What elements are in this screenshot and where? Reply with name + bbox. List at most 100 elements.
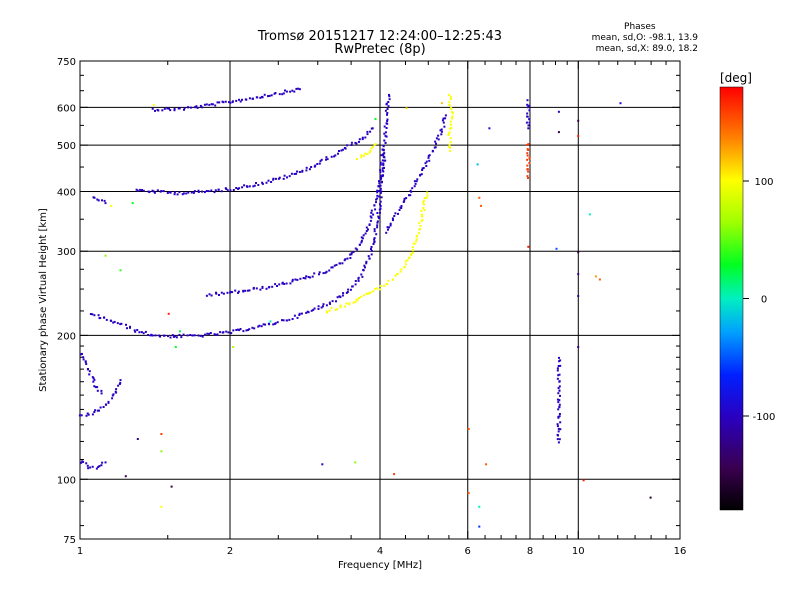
echo-point [331, 266, 334, 269]
echo-point [419, 173, 422, 176]
echo-point [215, 291, 217, 294]
echo-point [199, 334, 202, 337]
echo-point [526, 106, 529, 109]
echo-point [360, 241, 363, 244]
echo-point [449, 149, 452, 152]
echo-point [349, 288, 352, 291]
echo-point [248, 289, 251, 292]
echo-point [426, 194, 429, 197]
echo-point [257, 184, 260, 186]
echo-point [304, 277, 307, 280]
echo-point [93, 196, 96, 199]
echo-point [111, 394, 114, 397]
echo-point [183, 108, 185, 111]
echo-point [201, 106, 204, 109]
echo-point [386, 226, 389, 229]
echo-point [370, 209, 373, 212]
echo-point [373, 204, 376, 207]
echo-point [371, 146, 374, 149]
echo-point [369, 219, 372, 222]
echo-point [285, 319, 288, 322]
echo-point [285, 282, 288, 285]
echo-point [428, 159, 431, 162]
echo-point [363, 264, 366, 267]
echo-point [423, 209, 426, 212]
echo-point [197, 334, 200, 337]
echo-point [325, 270, 328, 273]
echo-point [150, 333, 153, 336]
echo-point [431, 150, 434, 153]
echo-point [379, 187, 382, 190]
echo-point [330, 266, 333, 269]
echo-point [557, 427, 560, 430]
echo-point [211, 103, 214, 106]
echo-point [526, 99, 529, 102]
echo-point [96, 409, 99, 412]
echo-point [372, 290, 375, 293]
echo-point [278, 93, 281, 96]
echo-point [526, 164, 529, 167]
echo-point [527, 124, 530, 127]
echo-point [173, 193, 176, 196]
echo-point [381, 148, 384, 151]
echo-point [558, 403, 561, 406]
echo-point [410, 254, 413, 257]
echo-point [386, 120, 389, 122]
echo-point [379, 171, 382, 174]
echo-point [364, 266, 366, 269]
echo-point [372, 213, 375, 216]
echo-point [170, 485, 173, 488]
echo-point [288, 175, 291, 178]
echo-point [151, 334, 154, 337]
echo-point [282, 177, 285, 180]
echo-point [558, 413, 561, 415]
echo-point [342, 292, 345, 295]
echo-point [403, 197, 406, 200]
echo-point [325, 304, 328, 307]
echo-point [102, 406, 105, 408]
echo-point [197, 191, 200, 193]
echo-point [379, 288, 381, 291]
echo-point [277, 177, 280, 180]
echo-point [558, 380, 561, 383]
echo-point [421, 215, 424, 218]
echo-point [376, 189, 379, 192]
echo-point [442, 117, 445, 120]
echo-point [384, 131, 387, 134]
echo-point [96, 386, 99, 389]
echo-point [205, 294, 208, 297]
echo-point [262, 323, 265, 326]
echo-point [398, 209, 401, 211]
echo-point [526, 144, 529, 146]
echo-point [151, 107, 154, 110]
echo-point [375, 198, 378, 201]
echo-point [281, 93, 284, 96]
echo-point [328, 301, 331, 304]
echo-point [133, 329, 136, 332]
echo-point [253, 184, 256, 187]
echo-point [248, 185, 251, 188]
echo-point [340, 149, 343, 152]
echo-point [265, 287, 268, 290]
x-tick-label: 4 [377, 546, 383, 557]
echo-point [405, 107, 408, 110]
echo-point [435, 142, 437, 145]
echo-point [449, 140, 452, 143]
echo-point [440, 130, 443, 133]
echo-point [237, 290, 240, 293]
echo-point [229, 101, 232, 104]
echo-point [157, 109, 160, 112]
echo-point [216, 101, 219, 104]
echo-point [119, 379, 122, 382]
echo-point [104, 202, 107, 205]
echo-point [415, 240, 418, 243]
echo-point [274, 283, 277, 286]
echo-point [376, 224, 379, 227]
echo-point [166, 107, 169, 110]
echo-point [205, 103, 208, 106]
echo-point [99, 406, 102, 409]
echo-point [85, 414, 88, 417]
echo-point [404, 260, 407, 263]
echo-point [231, 291, 234, 294]
